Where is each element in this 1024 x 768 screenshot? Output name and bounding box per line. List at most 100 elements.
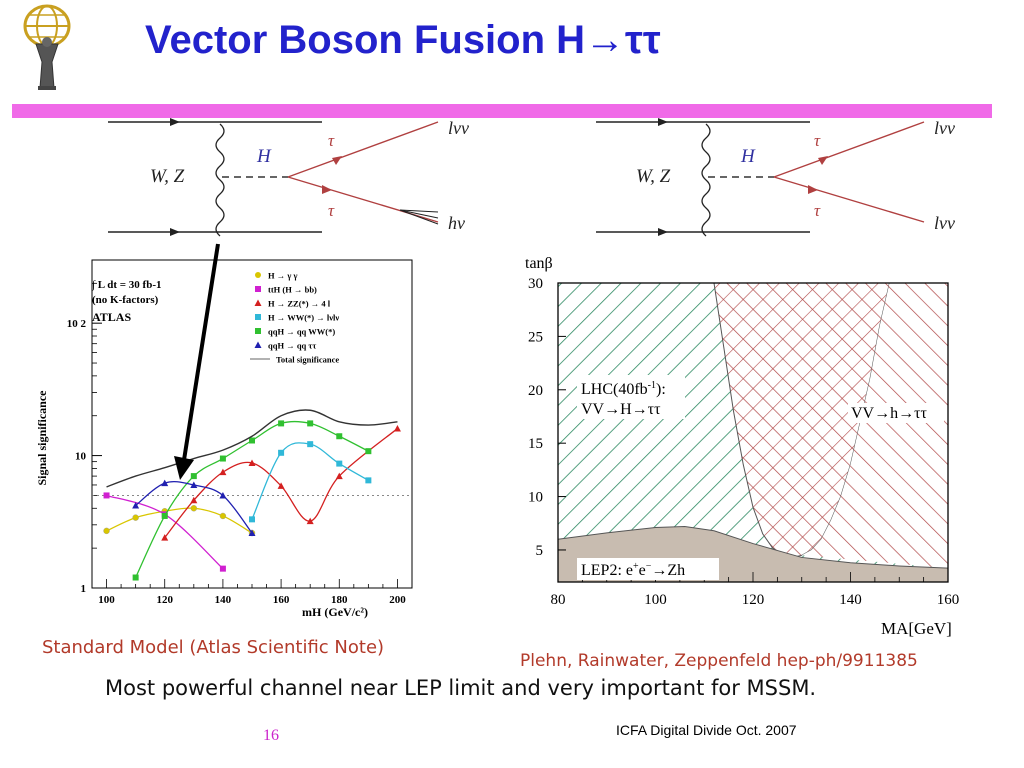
data-point (277, 482, 285, 489)
data-point (190, 496, 198, 504)
boson-label: W, Z (636, 166, 671, 187)
tau-bottom-label: τ (328, 201, 335, 220)
legend-entry: ttH (H → bb) (268, 285, 317, 295)
data-point (132, 574, 139, 581)
svg-text:VV→h→ττ: VV→h→ττ (851, 405, 928, 422)
feynman-diagram-left: W, Z H τ τ lνν hν (108, 118, 469, 237)
data-point (365, 477, 372, 484)
atlas-annotation: ATLAS (92, 310, 131, 324)
mssm-exclusion-chart: 5 10 15 20 25 30 80 100 120 140 160 LHC(40fb-1): V… (525, 255, 960, 638)
h-region-label: VV→h→ττ (848, 403, 944, 423)
feynman-diagram-right: W, Z H τ τ lνν lνν (596, 118, 955, 237)
x-tick-label: 120 (742, 592, 765, 608)
data-point (248, 529, 256, 537)
x-tick-label: 140 (839, 592, 862, 608)
boson-wavy-line (701, 123, 711, 237)
legend-entry: Total significance (276, 355, 339, 365)
y-axis-label: tanβ (525, 255, 553, 272)
svg-text:LHC(40fb-1):: LHC(40fb-1): (581, 380, 666, 398)
summary-text: Most powerful channel near LEP limit and… (105, 676, 817, 700)
arrow-icon (174, 243, 220, 480)
legend-marker (254, 341, 262, 348)
legend-marker (255, 314, 261, 320)
y-tick-label: 10 (528, 490, 543, 506)
x-tick-label: 100 (644, 592, 667, 608)
data-point (161, 534, 169, 541)
legend-marker (254, 299, 262, 306)
y-tick-label: 10 (75, 451, 87, 463)
legend-marker (255, 272, 261, 278)
x-tick-label: 100 (98, 594, 115, 606)
tau-top-label: τ (328, 131, 335, 150)
higgs-label: H (740, 146, 756, 167)
tau-top-label: τ (814, 131, 821, 150)
y-axis-label: Signal significance (35, 390, 49, 486)
data-point (248, 459, 256, 466)
data-point (219, 468, 227, 476)
title-accent-bar (12, 104, 992, 118)
data-point (278, 449, 285, 456)
lep-region-label: LEP2: e+e−→Zh (577, 558, 719, 580)
y-tick-label: 20 (528, 383, 543, 399)
data-point (161, 512, 168, 519)
lhc-h-region (801, 283, 948, 569)
caption-right: Plehn, Rainwater, Zeppenfeld hep-ph/9911… (520, 651, 918, 671)
data-point (249, 437, 255, 444)
y-tick-label: 1 (81, 583, 87, 595)
legend-entry: qqH → qq ττ (268, 341, 316, 351)
lumi-annotation: ∫ L dt = 30 fb-1 (91, 279, 162, 291)
boson-wavy-line (215, 123, 225, 237)
data-point (249, 516, 255, 523)
higgs-label: H (256, 146, 272, 167)
data-point (336, 460, 343, 467)
x-tick-label: 160 (937, 592, 960, 608)
page-number: 16 (263, 727, 279, 744)
y-tick-label: 10 2 (67, 318, 87, 330)
x-tick-label: 120 (156, 594, 173, 606)
data-point (307, 441, 314, 448)
data-point (365, 448, 372, 455)
data-point (219, 491, 227, 499)
footer-text: ICFA Digital Divide Oct. 2007 (616, 722, 797, 738)
data-point (306, 517, 314, 525)
x-tick-label: 160 (273, 594, 290, 606)
svg-text:VV→H→ττ: VV→H→ττ (581, 401, 661, 418)
data-point (190, 473, 197, 480)
data-point (219, 455, 226, 462)
atlas-logo-icon (23, 4, 71, 90)
caption-left: Standard Model (Atlas Scientific Note) (42, 637, 385, 658)
data-point (132, 501, 140, 509)
legend-entry: H → WW(*) → lνlν (268, 313, 339, 323)
legend-marker (255, 328, 261, 334)
data-point (219, 565, 226, 572)
decay-bottom-label: hν (448, 213, 465, 233)
series-line (106, 494, 224, 570)
data-point (190, 505, 198, 512)
data-point (307, 420, 314, 427)
series-line (251, 442, 369, 520)
data-point (161, 479, 169, 487)
decay-top-label: lνν (934, 118, 955, 138)
x-axis-label: mH (GeV/c²) (302, 605, 368, 619)
series-line (106, 507, 253, 534)
series-line (106, 409, 398, 488)
decay-bottom-label: lνν (934, 213, 955, 233)
data-point (219, 512, 227, 520)
y-tick-label: 25 (528, 329, 543, 345)
y-tick-label: 15 (528, 436, 543, 452)
x-tick-label: 200 (389, 594, 406, 606)
data-point (393, 425, 401, 432)
legend-entry: H → γ γ (268, 271, 297, 281)
data-point (335, 472, 343, 480)
y-tick-label: 30 (528, 276, 543, 292)
significance-chart: 1 10 10 2 100 120 140 160 180 200 H → γ γ ttH (H … (35, 259, 413, 619)
y-tick-label: 5 (536, 543, 544, 559)
x-axis-label: MA[GeV] (881, 619, 952, 638)
slide-title: Vector Boson Fusion H→ττ (145, 18, 661, 62)
data-point (103, 492, 110, 499)
data-point (278, 420, 285, 427)
data-point (336, 433, 343, 440)
x-tick-label: 140 (215, 594, 232, 606)
tau-bottom-label: τ (814, 201, 821, 220)
data-point (190, 481, 198, 488)
